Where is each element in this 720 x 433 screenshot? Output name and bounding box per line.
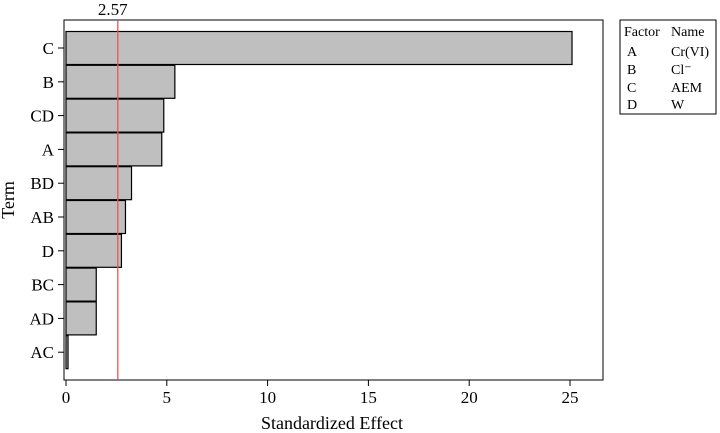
legend-header-name: Name <box>671 25 704 40</box>
y-axis-title: Term <box>0 181 18 219</box>
x-tick-label: 0 <box>62 388 71 407</box>
bars-layer <box>65 30 573 370</box>
y-tick-label: B <box>43 73 54 92</box>
legend-box <box>619 19 717 115</box>
y-tick-label: AC <box>30 343 54 362</box>
reference-line-label: 2.57 <box>98 0 128 19</box>
bar-c <box>65 30 573 66</box>
bar-ad <box>65 301 97 336</box>
y-tick-label: AD <box>29 309 54 328</box>
bar-bc <box>65 267 97 302</box>
x-tick-label: 25 <box>562 388 579 407</box>
y-tick-label: CD <box>30 107 54 126</box>
legend-header-factor: Factor <box>624 25 660 40</box>
y-tick-label: BC <box>31 276 54 295</box>
legend-factor-a: A <box>627 45 638 60</box>
y-tick-label: C <box>43 39 54 58</box>
legend-factor-d: D <box>627 98 637 113</box>
bar-ac <box>65 335 69 370</box>
y-tick-label: A <box>42 140 55 159</box>
x-tick-label: 5 <box>163 388 172 407</box>
x-ticks: 0 5 10 15 20 25 <box>62 380 579 407</box>
x-tick-label: 20 <box>461 388 478 407</box>
legend: Factor Name A Cr(VI) B Cl⁻ C AEM D W <box>619 19 717 115</box>
legend-name-b: Cl⁻ <box>671 63 692 78</box>
legend-factor-b: B <box>627 63 636 78</box>
bar-b <box>65 64 176 99</box>
y-tick-label: BD <box>30 174 54 193</box>
bar-a <box>65 132 163 167</box>
legend-name-d: W <box>671 98 685 113</box>
legend-factor-c: C <box>627 81 636 96</box>
x-tick-label: 10 <box>259 388 276 407</box>
legend-name-a: Cr(VI) <box>671 45 709 60</box>
y-tick-label: D <box>42 242 54 261</box>
reference-line-group: 2.57 <box>98 0 128 380</box>
y-tick-label: AB <box>30 208 54 227</box>
legend-name-c: AEM <box>671 81 703 96</box>
x-axis-title: Standardized Effect <box>261 413 403 433</box>
bar-bd <box>65 166 133 201</box>
bar-ab <box>65 199 127 235</box>
x-tick-label: 15 <box>360 388 377 407</box>
bar-d <box>65 233 123 268</box>
bar-cd <box>65 98 165 133</box>
